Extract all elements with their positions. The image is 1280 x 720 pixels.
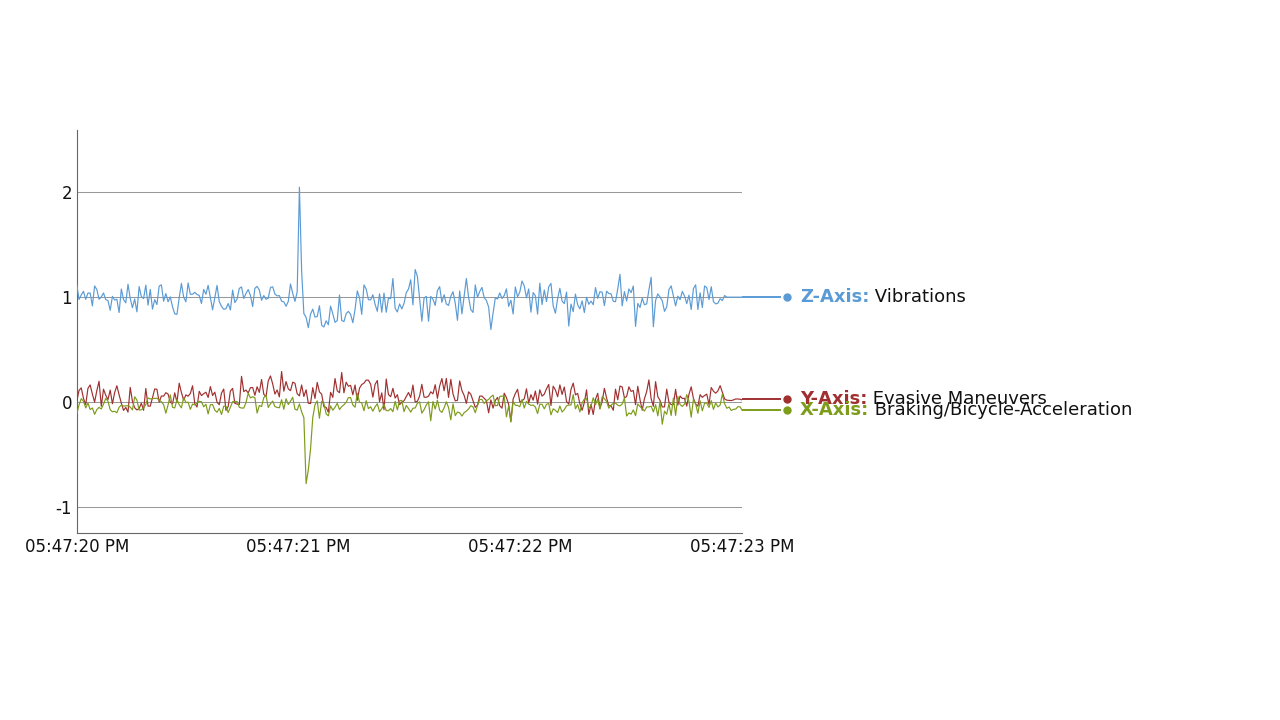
Text: – Axis-Overview: – Axis-Overview [150, 49, 497, 91]
Text: Collected Data: Collected Data [15, 693, 152, 710]
Text: IMU: IMU [55, 46, 164, 94]
Text: X-Axis:: X-Axis: [800, 401, 869, 419]
Text: Z-Axis:: Z-Axis: [800, 288, 869, 306]
Text: | IMU – Axis-Overview: | IMU – Axis-Overview [120, 693, 301, 710]
Text: Y-Axis:: Y-Axis: [800, 390, 868, 408]
Text: Vibrations: Vibrations [869, 288, 966, 306]
Text: Braking/Bicycle-Acceleration: Braking/Bicycle-Acceleration [869, 401, 1133, 419]
Text: Evasive Maneuvers: Evasive Maneuvers [868, 390, 1047, 408]
